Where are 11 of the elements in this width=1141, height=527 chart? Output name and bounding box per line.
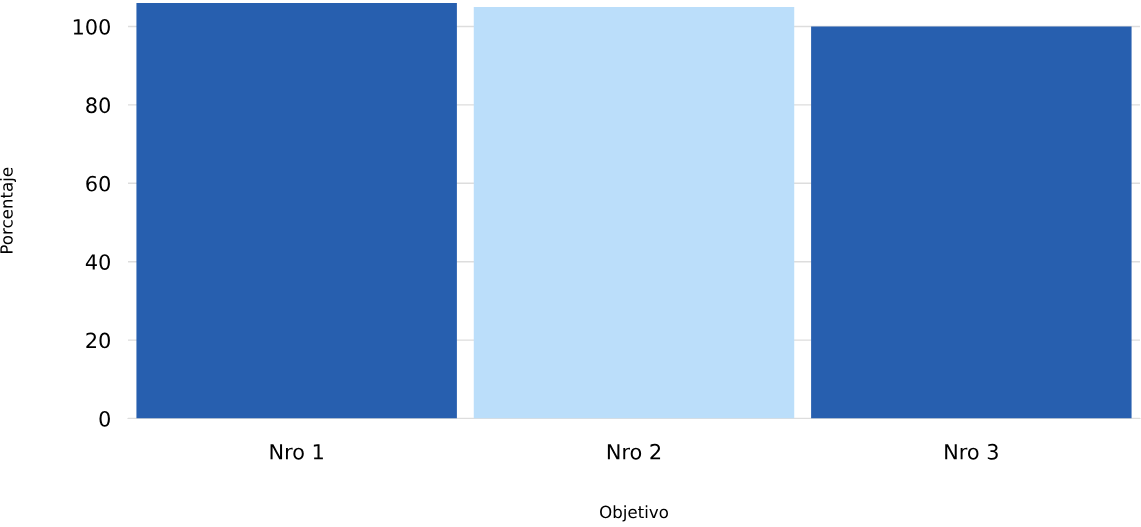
y-tick-label: 20 — [86, 332, 110, 349]
x-tick-label: Nro 3 — [945, 443, 998, 460]
x-tick-label: Nro 1 — [270, 444, 323, 460]
y-tick-label: 60 — [86, 175, 110, 192]
x-axis-title: Objetivo — [600, 505, 668, 522]
y-tick-label: 100 — [73, 18, 110, 35]
y-tick-label: 80 — [86, 97, 110, 114]
y-tick-label: 40 — [85, 254, 110, 270]
x-tick-label: Nro 2 — [607, 443, 661, 460]
y-tick-label: 0 — [99, 410, 110, 427]
y-axis-title: Porcentaje — [0, 167, 17, 253]
